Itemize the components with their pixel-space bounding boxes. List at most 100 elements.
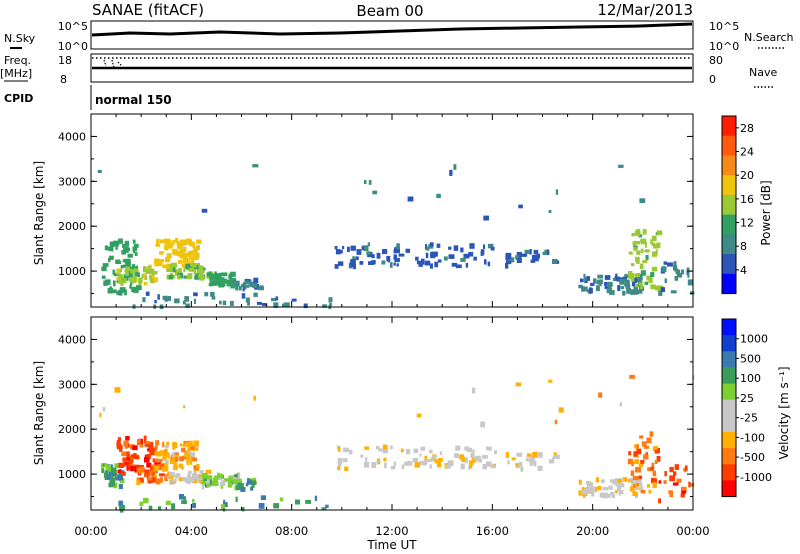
velocity-cell (105, 465, 111, 471)
power-cell (166, 268, 172, 273)
power-cell (334, 246, 338, 250)
power-cell (396, 263, 399, 267)
velocity-colorbar-segment (722, 432, 736, 449)
power-cell (106, 246, 113, 251)
velocity-cell (174, 457, 179, 462)
velocity-cell (628, 451, 632, 456)
power-cell (350, 259, 354, 265)
power-cell (660, 287, 665, 292)
velocity-cell (608, 485, 613, 490)
power-colorbar-segment (722, 175, 736, 196)
velocity-cell (193, 440, 200, 447)
velocity-cell (619, 402, 623, 407)
velocity-cell (437, 458, 443, 462)
power-cell (185, 303, 190, 308)
power-cell (640, 248, 644, 254)
power-cell (359, 261, 364, 265)
velocity-cell (638, 475, 642, 480)
velocity-colorbar-tick-label: 25 (740, 392, 754, 405)
velocity-cell (533, 460, 537, 467)
power-cell (630, 273, 635, 278)
power-cell (218, 282, 225, 288)
velocity-cell (135, 454, 139, 460)
power-cell (389, 262, 393, 268)
power-cell (515, 255, 520, 259)
velocity-cell (518, 461, 523, 467)
power-cell (118, 238, 123, 244)
power-data-points (97, 164, 695, 310)
velocity-cell (412, 458, 419, 463)
velocity-cell (424, 455, 427, 460)
velocity-cell (455, 445, 461, 451)
power-cell (204, 292, 209, 297)
velocity-cell (688, 481, 691, 488)
power-cell (173, 250, 179, 256)
velocity-cell (178, 477, 184, 482)
power-cell (680, 269, 685, 275)
velocity-cell (246, 479, 252, 485)
power-cell (640, 270, 646, 276)
power-cell (652, 243, 659, 249)
power-cell (303, 303, 308, 309)
power-cell (347, 246, 350, 252)
velocity-cell (454, 453, 459, 458)
power-cell (130, 266, 136, 271)
power-cell (593, 278, 597, 284)
power-cell (418, 262, 423, 267)
velocity-cell (185, 479, 191, 484)
velocity-cell (342, 458, 348, 463)
velocity-cell (200, 475, 203, 479)
velocity-cell (468, 465, 471, 470)
velocity-cell (401, 464, 404, 469)
velocity-cell (638, 463, 644, 468)
velocity-cell (507, 460, 510, 465)
velocity-cell (650, 466, 654, 471)
velocity-colorbar: 1000 500 100 25 -25 -100 -500 -1000 (721, 318, 772, 498)
velocity-cell (645, 452, 649, 456)
power-cell (636, 250, 641, 255)
velocity-cell (549, 459, 554, 464)
velocity-cell (376, 446, 380, 450)
cpid-panel: CPID normal 150 (4, 85, 172, 110)
velocity-cell (588, 482, 593, 488)
velocity-axes: 1000 2000 3000 4000 (58, 317, 694, 510)
velocity-cell (161, 466, 168, 472)
power-cell (631, 281, 636, 287)
velocity-cell (169, 457, 175, 464)
velocity-cell (184, 442, 191, 447)
velocity-colorbar-tick-label: -500 (740, 451, 765, 464)
velocity-cell (154, 445, 158, 451)
power-cell (258, 285, 264, 291)
velocity-cell (649, 431, 654, 437)
velocity-cell (129, 455, 134, 461)
power-cell (393, 262, 396, 266)
velocity-colorbar-frame (721, 318, 737, 498)
power-cell (625, 284, 631, 289)
power-cell (124, 289, 127, 296)
velocity-cell (348, 449, 353, 455)
power-cell (322, 304, 328, 308)
power-cell (546, 249, 550, 255)
velocity-ylabel: Slant Range [km] (32, 361, 46, 465)
velocity-cell (202, 480, 206, 486)
power-cell (624, 279, 630, 285)
power-panel: 1000 2000 3000 4000 Slant Range [km] 4 8 12 16… (32, 113, 773, 310)
velocity-cell (553, 454, 560, 459)
power-cell (219, 300, 222, 305)
velocity-cell (239, 483, 244, 488)
power-cell (328, 297, 333, 303)
power-cell (429, 263, 433, 269)
power-cell (242, 285, 245, 289)
power-cell (179, 248, 185, 254)
velocity-cell (137, 439, 141, 444)
power-cell (651, 242, 655, 246)
velocity-cell (647, 484, 651, 488)
power-cell (506, 260, 512, 265)
velocity-colorbar-segment (722, 367, 736, 384)
velocity-cell (630, 470, 635, 477)
velocity-cell (149, 450, 156, 456)
velocity-cell (116, 469, 119, 474)
velocity-cell (189, 460, 193, 465)
power-cell (164, 239, 169, 245)
